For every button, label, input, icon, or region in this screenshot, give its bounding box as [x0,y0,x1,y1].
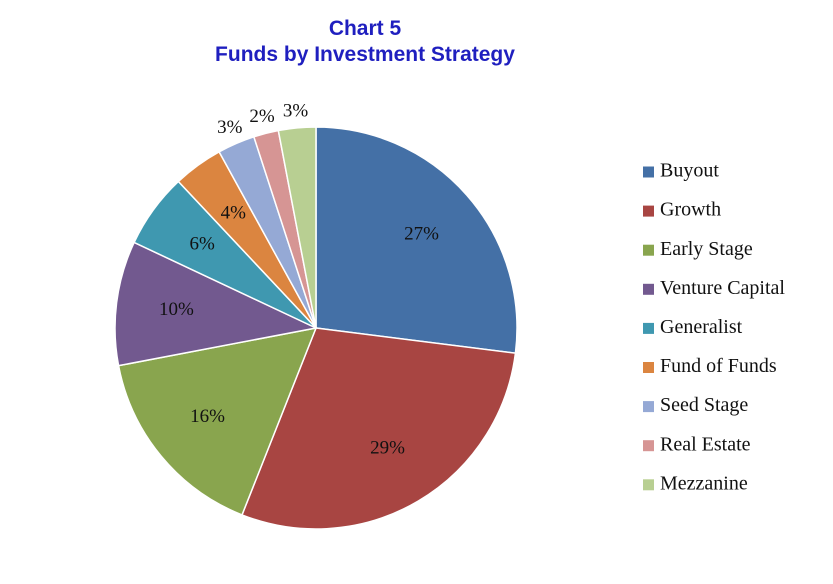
slice-label-seed-stage: 3% [217,117,243,138]
slice-label-growth: 29% [370,437,405,458]
legend-label-seed-stage: Seed Stage [660,394,748,416]
pie-slice-buyout [315,126,518,355]
slice-label-venture-capital: 10% [159,299,194,320]
slice-label-buyout: 27% [404,223,439,244]
legend-label-real-estate: Real Estate [660,433,751,455]
slice-label-fund-of-funds: 4% [221,203,247,224]
legend-swatch-venture-capital [643,283,654,295]
legend-label-buyout: Buyout [660,160,719,182]
legend-label-fund-of-funds: Fund of Funds [660,355,777,377]
slice-label-generalist: 6% [190,234,216,255]
chart-subtitle: Funds by Investment Strategy [215,43,515,66]
legend-item-buyout: Buyout [643,160,719,182]
slice-label-real-estate: 2% [249,106,275,127]
pie-slices [114,126,518,530]
slice-labels: 27% 29% 16% 10% 6%4% 3% 2% 3% [159,100,439,458]
legend-swatch-generalist [643,322,654,334]
legend-item-real-estate: Real Estate [643,433,751,455]
chart-title: Chart 5 [328,17,402,40]
legend-item-venture-capital: Venture Capital [643,277,785,299]
slice-label-early-stage: 16% [190,406,225,427]
legend-label-early-stage: Early Stage [660,238,753,260]
legend-swatch-fund-of-funds [643,362,654,373]
pie-slice-venture-capital [114,241,319,367]
legend-swatch-seed-stage [643,401,654,413]
legend-swatch-mezzanine [643,479,654,491]
legend-label-venture-capital: Venture Capital [660,277,785,299]
legend-item-seed-stage: Seed Stage [643,394,748,416]
legend: Buyout Growth Early Stage Venture Capital Ge… [643,160,785,494]
legend-item-early-stage: Early Stage [643,238,753,260]
legend-item-generalist: Generalist [643,316,743,338]
slice-label-mezzanine: 3% [283,100,309,121]
legend-swatch-buyout [643,166,654,178]
pie-slice-growth [241,327,517,530]
legend-label-growth: Growth [660,199,721,221]
legend-label-mezzanine: Mezzanine [660,472,748,494]
pie-slice-early-stage [117,327,318,516]
legend-swatch-early-stage [643,244,654,256]
legend-item-mezzanine: Mezzanine [643,472,748,494]
legend-swatch-growth [643,205,654,217]
legend-label-generalist: Generalist [660,316,743,338]
legend-item-growth: Growth [643,199,721,221]
legend-item-fund-of-funds: Fund of Funds [643,355,777,377]
pie-slice-mezzanine [277,126,317,329]
legend-swatch-real-estate [643,440,654,452]
